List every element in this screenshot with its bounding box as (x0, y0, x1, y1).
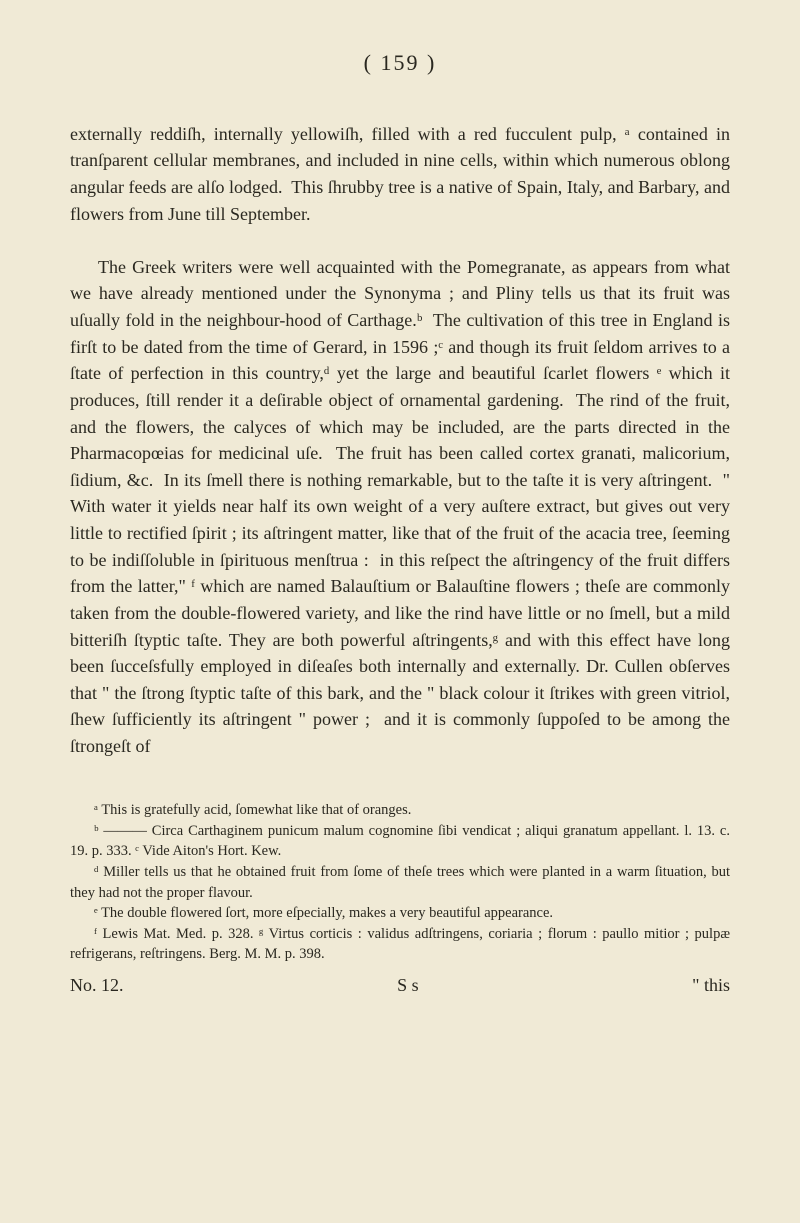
footnote-e: ᵉ The double flowered ſort, more eſpecia… (70, 903, 730, 924)
main-text-block: externally reddiſh, internally yellowiſh… (70, 94, 730, 786)
footnote-f: ᶠ Lewis Mat. Med. p. 328. ᵍ Virtus corti… (70, 924, 730, 965)
paragraph-1: externally reddiſh, internally yellowiſh… (70, 121, 730, 228)
footer-catchword: " this (692, 975, 730, 996)
footer-line: No. 12. S s " this (70, 975, 730, 996)
page-number-header: ( 159 ) (70, 50, 730, 76)
paragraph-2: The Greek writers were well acquainted w… (70, 254, 730, 760)
footnote-b: ᵇ ——— Circa Carthaginem punicum malum co… (70, 821, 730, 862)
footer-left: No. 12. (70, 975, 124, 996)
footer-center: S s (397, 975, 419, 996)
footnote-d: ᵈ Miller tells us that he obtained fruit… (70, 862, 730, 903)
footnotes-block: ᵃ This is gratefully acid, ſomewhat like… (70, 800, 730, 965)
footnote-a: ᵃ This is gratefully acid, ſomewhat like… (70, 800, 730, 821)
